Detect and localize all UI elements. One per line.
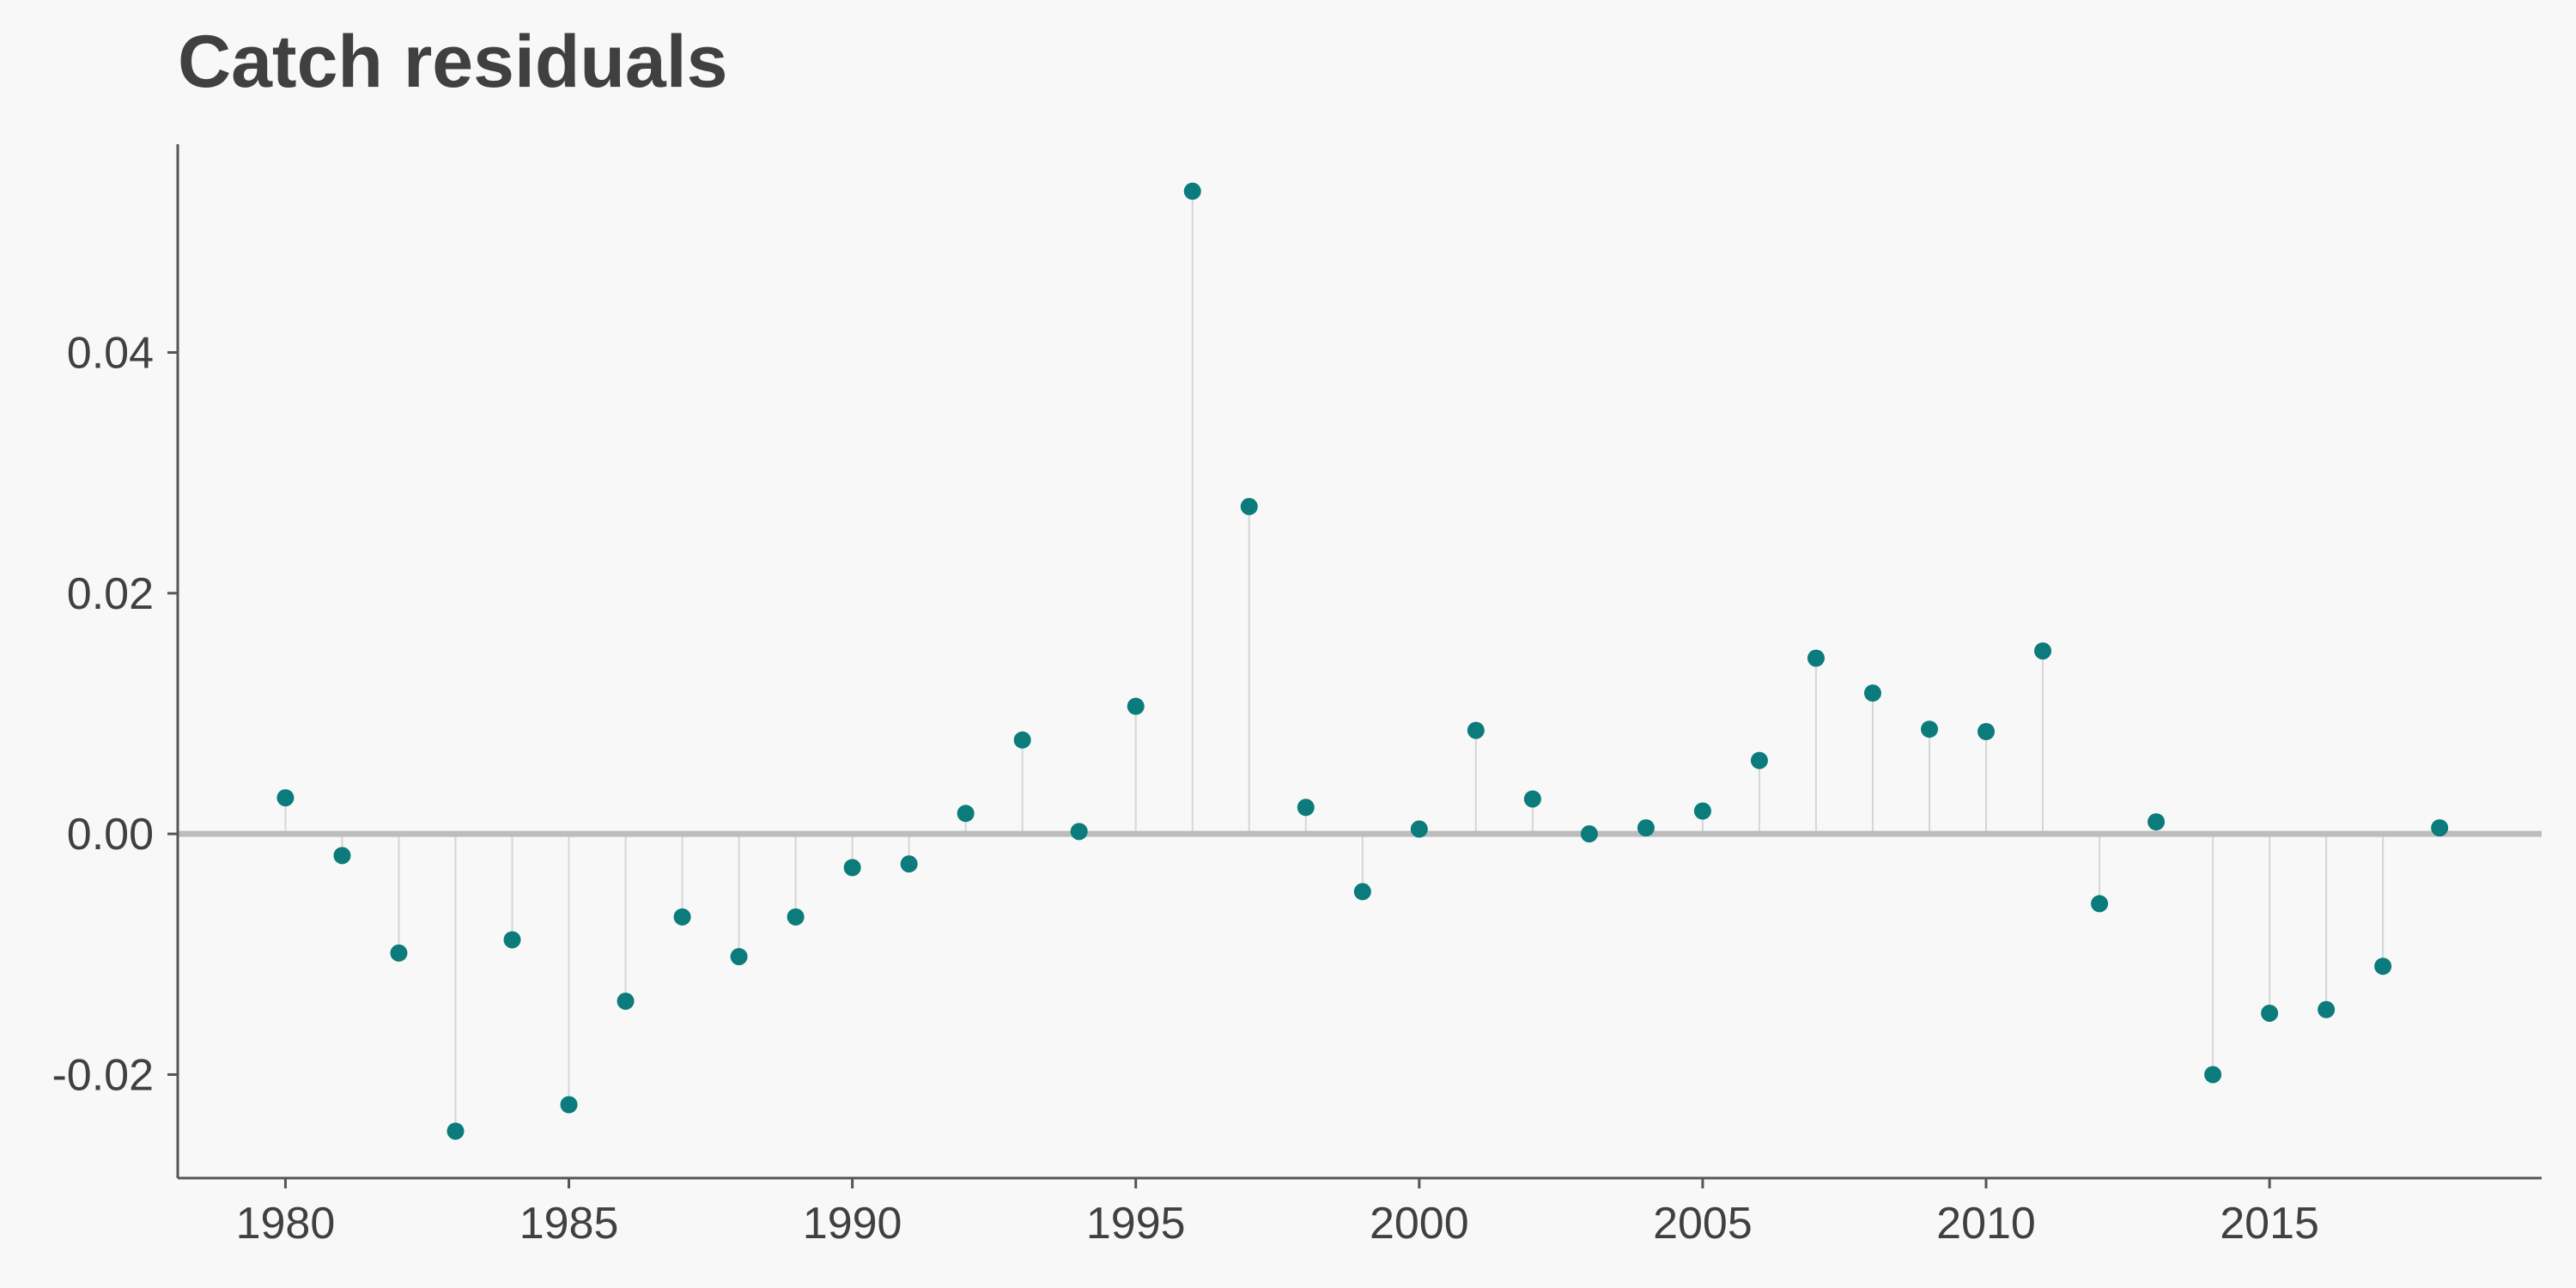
data-point-1999 <box>1353 883 1371 901</box>
data-point-2005 <box>1693 802 1711 820</box>
data-point-1997 <box>1240 497 1258 515</box>
data-point-1994 <box>1070 823 1088 841</box>
data-point-2007 <box>1807 649 1825 667</box>
data-point-2013 <box>2148 813 2166 831</box>
x-tick-label: 1990 <box>803 1199 902 1249</box>
x-tick-label: 2010 <box>1936 1199 2036 1249</box>
data-point-1995 <box>1127 697 1145 715</box>
data-point-1989 <box>787 908 805 926</box>
data-point-1984 <box>503 931 521 949</box>
x-tick-label: 2015 <box>2220 1199 2319 1249</box>
data-point-2010 <box>1978 722 1996 740</box>
y-axis-ticks: -0.02 0.00 0.02 0.04 <box>52 328 178 1100</box>
data-point-2004 <box>1637 819 1655 837</box>
data-point-2008 <box>1863 684 1881 702</box>
data-point-1993 <box>1013 731 1031 749</box>
points-layer <box>276 182 2449 1140</box>
data-point-2003 <box>1580 825 1598 843</box>
data-point-2002 <box>1523 790 1541 808</box>
data-point-1996 <box>1183 182 1201 200</box>
x-tick-label: 1980 <box>236 1199 336 1249</box>
data-point-1991 <box>900 855 918 873</box>
data-point-2001 <box>1467 721 1485 739</box>
data-point-2012 <box>2091 895 2109 913</box>
y-tick-label: -0.02 <box>52 1050 154 1100</box>
data-point-1980 <box>276 789 295 807</box>
data-point-2016 <box>2318 1000 2336 1018</box>
data-point-1987 <box>673 908 691 926</box>
data-point-2011 <box>2034 642 2052 660</box>
data-point-1988 <box>730 948 748 966</box>
data-point-1985 <box>560 1096 578 1114</box>
y-tick-label: 0.00 <box>67 810 154 860</box>
x-tick-label: 1995 <box>1086 1199 1186 1249</box>
y-tick-label: 0.04 <box>67 328 154 378</box>
data-point-2015 <box>2261 1004 2279 1022</box>
x-axis-ticks: 1980 1985 1990 1995 2000 2005 2010 2015 <box>236 1178 2319 1249</box>
data-point-2000 <box>1410 820 1428 838</box>
data-point-1998 <box>1297 799 1315 817</box>
data-point-1982 <box>390 944 408 962</box>
data-point-2014 <box>2204 1066 2222 1084</box>
x-tick-label: 2000 <box>1370 1199 1469 1249</box>
data-point-2018 <box>2431 819 2449 837</box>
data-point-1983 <box>447 1122 465 1140</box>
x-tick-label: 2005 <box>1653 1199 1753 1249</box>
data-point-2006 <box>1750 751 1768 769</box>
chart-title: Catch residuals <box>178 21 727 103</box>
data-point-1990 <box>843 859 861 877</box>
data-point-1992 <box>957 805 975 823</box>
y-tick-label: 0.02 <box>67 569 154 619</box>
data-point-2017 <box>2374 957 2392 975</box>
data-point-2009 <box>1920 720 1938 738</box>
data-point-1981 <box>333 847 351 865</box>
x-tick-label: 1985 <box>519 1199 619 1249</box>
data-point-1986 <box>617 992 635 1010</box>
